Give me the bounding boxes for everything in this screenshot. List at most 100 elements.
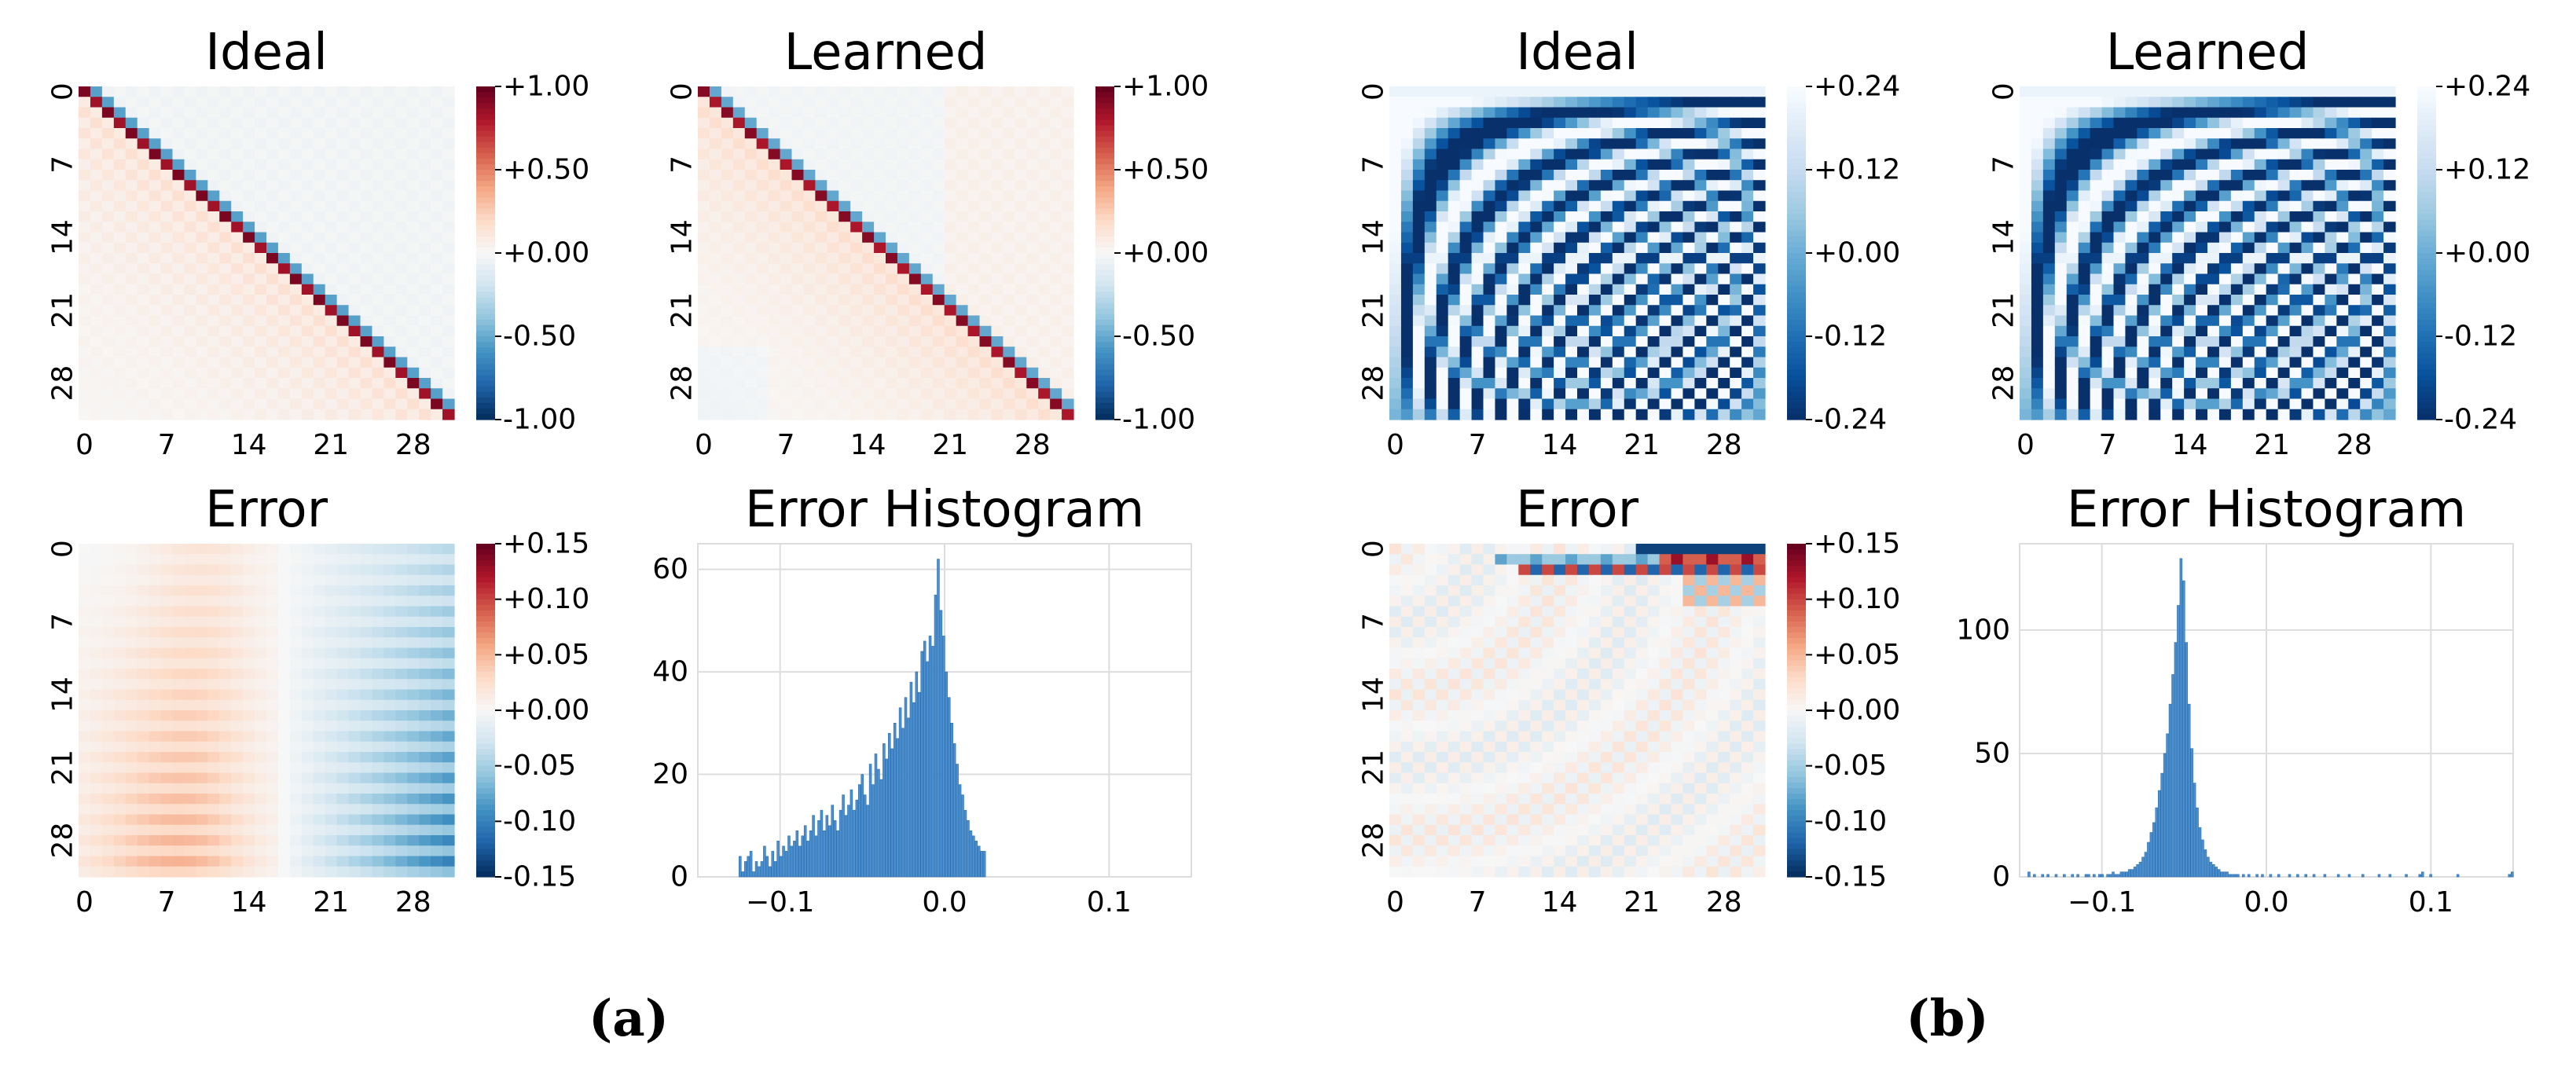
heatmap-cell <box>2254 222 2267 233</box>
heatmap-cell <box>325 190 338 202</box>
heatmap-cell <box>79 138 91 150</box>
colorbar-segment <box>476 588 495 595</box>
heatmap-cell <box>850 242 863 254</box>
heatmap-cell <box>360 180 373 192</box>
heatmap-cell <box>336 107 350 119</box>
heatmap-cell <box>1003 273 1015 285</box>
heatmap-cell <box>920 159 934 170</box>
heatmap-cell <box>768 253 781 264</box>
heatmap-ytick: 28 <box>47 823 79 859</box>
heatmap-cell <box>1518 325 1531 337</box>
heatmap-cell <box>348 824 361 836</box>
heatmap-cell <box>838 200 851 212</box>
heatmap-cell <box>897 346 910 358</box>
heatmap-cell <box>1038 357 1051 368</box>
heatmap-cell <box>1659 222 1672 233</box>
heatmap-cell <box>1741 315 1754 327</box>
heatmap-cell <box>172 731 185 742</box>
heatmap-cell <box>360 336 373 347</box>
heatmap-cell <box>207 856 220 867</box>
heatmap-cell <box>383 159 396 170</box>
heatmap-cell <box>1412 211 1426 222</box>
heatmap-cell <box>1554 378 1566 389</box>
heatmap-cell <box>932 117 945 129</box>
histogram-bar <box>926 661 929 878</box>
heatmap-cell <box>431 585 443 596</box>
heatmap-cell <box>172 325 185 337</box>
heatmap-cell <box>2160 211 2173 222</box>
heatmap-cell <box>79 200 91 212</box>
heatmap-cell <box>1400 159 1414 170</box>
heatmap-cell <box>137 346 150 358</box>
histogram-ytick: 60 <box>652 553 688 585</box>
heatmap-cell <box>897 107 910 119</box>
heatmap-cell <box>101 554 115 566</box>
colorbar-segment <box>1095 391 1114 398</box>
heatmap-cell <box>442 554 455 566</box>
heatmap-cell <box>886 273 898 285</box>
heatmap-cell <box>2325 128 2337 139</box>
heatmap-cell <box>372 398 384 410</box>
heatmap-cell <box>231 346 244 358</box>
heatmap-cell <box>431 814 443 826</box>
colorbar-segment <box>1095 292 1114 299</box>
heatmap-cell <box>207 616 220 628</box>
heatmap-cell <box>277 752 291 763</box>
heatmap-cell <box>1062 378 1074 389</box>
heatmap-cell <box>991 336 1004 347</box>
heatmap-cell <box>360 762 373 774</box>
heatmap-cell <box>956 357 969 368</box>
heatmap-cell <box>383 804 396 816</box>
heatmap-cell <box>313 679 326 691</box>
heatmap-cell <box>325 689 338 701</box>
heatmap-cell <box>243 159 255 170</box>
heatmap-cell <box>1389 284 1402 295</box>
heatmap-cell <box>1459 253 1473 264</box>
heatmap-cell <box>908 117 922 129</box>
heatmap-cell <box>1671 200 1684 212</box>
heatmap-cell <box>886 398 898 410</box>
heatmap-cell <box>277 835 291 846</box>
heatmap-cell <box>243 222 255 233</box>
heatmap-cell <box>850 148 863 160</box>
heatmap-cell <box>1671 138 1684 150</box>
heatmap-cell <box>1436 305 1449 317</box>
heatmap-cell <box>2113 222 2126 233</box>
heatmap-cell <box>874 138 886 150</box>
heatmap-cell <box>698 180 710 192</box>
heatmap-cell <box>1424 284 1437 295</box>
heatmap-cell <box>431 211 443 222</box>
heatmap-cell <box>1448 284 1461 295</box>
heatmap-cell <box>113 720 127 732</box>
heatmap-cell <box>791 222 805 233</box>
heatmap-cell <box>1706 232 1719 244</box>
heatmap-cell <box>137 544 150 555</box>
histogram-bar <box>868 764 872 878</box>
heatmap-cell <box>1062 357 1074 368</box>
heatmap-cell <box>336 97 350 108</box>
heatmap-cell <box>908 253 922 264</box>
heatmap-cell <box>1718 170 1730 181</box>
heatmap-cell <box>2207 97 2220 108</box>
heatmap-cell <box>419 616 431 628</box>
heatmap-cell <box>125 159 138 170</box>
heatmap-cell <box>897 378 910 389</box>
heatmap-cell <box>184 585 196 596</box>
heatmap-cell <box>1542 284 1554 295</box>
heatmap-cell <box>301 616 314 628</box>
heatmap-cell <box>2066 232 2079 244</box>
heatmap-cell <box>698 107 710 119</box>
heatmap-cell <box>827 222 839 233</box>
heatmap-cell <box>336 190 350 202</box>
heatmap-cell <box>442 138 455 150</box>
heatmap-cell <box>1730 148 1742 160</box>
heatmap-cell <box>932 305 945 317</box>
heatmap-cell <box>172 128 185 139</box>
heatmap-cell <box>2254 200 2267 212</box>
heatmap-cell <box>1015 295 1027 306</box>
heatmap-cell <box>920 242 934 254</box>
heatmap-cell <box>289 856 303 867</box>
heatmap-cell <box>325 253 338 264</box>
heatmap-cell <box>395 295 408 306</box>
heatmap-cell <box>277 616 291 628</box>
